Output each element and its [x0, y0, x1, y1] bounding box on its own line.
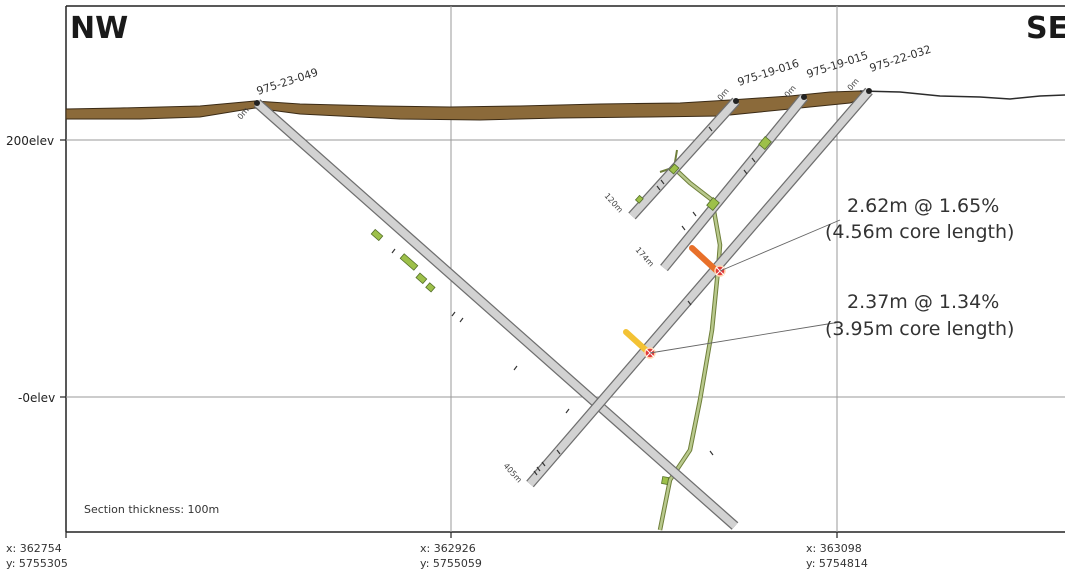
- collar-marker: [801, 94, 807, 100]
- end-label-975-19-015: 174m: [634, 245, 656, 268]
- intercept-1-core-length: (4.56m core length): [825, 221, 1014, 243]
- intercept-1-grade: 2.62m @ 1.65%: [847, 195, 999, 217]
- collar-marker: [733, 98, 739, 104]
- fault-trace: [657, 166, 723, 531]
- coord-y-3: y: 5754814: [806, 557, 868, 570]
- hole-id-975-22-032: 975-22-032: [868, 43, 933, 75]
- collar-marker: [866, 88, 872, 94]
- topography-line: [859, 90, 1065, 100]
- collar-label-975-22-032: 0m: [846, 76, 861, 92]
- intercept-2-core-length: (3.95m core length): [825, 318, 1014, 340]
- coord-x-2: x: 362926: [420, 542, 476, 555]
- drill-hole-975-19-015[interactable]: [660, 93, 808, 272]
- drill-hole-975-19-016[interactable]: [628, 97, 740, 220]
- intercept-2-grade: 2.37m @ 1.34%: [847, 291, 999, 313]
- hole-id-975-23-049: 975-23-049: [255, 66, 320, 98]
- se-direction-label: SE: [1026, 11, 1065, 46]
- nw-direction-label: NW: [70, 11, 128, 46]
- fault-trace-inner: [658, 167, 722, 531]
- intercept-callout-1: 2.62m @ 1.65% (4.56m core length): [825, 195, 1014, 243]
- axis-ticks: [60, 139, 838, 538]
- callout-leader-1: [719, 219, 841, 272]
- end-label-975-22-032: 405m: [502, 461, 524, 484]
- callout-leader-2: [649, 321, 841, 354]
- elevation-label-200: 200elev: [6, 134, 54, 148]
- drill-hole-975-23-049[interactable]: [253, 99, 739, 530]
- elevation-label-0: -0elev: [18, 391, 55, 405]
- drill-hole-975-22-032[interactable]: [526, 87, 873, 488]
- section-thickness-label: Section thickness: 100m: [84, 503, 219, 516]
- sample-ticks: [391, 126, 756, 476]
- mid-grade-bar: [623, 329, 651, 355]
- overburden-layer: [65, 90, 872, 121]
- end-label-975-19-016: 120m: [603, 191, 625, 214]
- frame: [65, 5, 1065, 533]
- coord-x-1: x: 362754: [6, 542, 62, 555]
- grid-lines: [66, 6, 1065, 532]
- mineralization-markers: [370, 136, 772, 485]
- coord-y-1: y: 5755305: [6, 557, 68, 570]
- coord-x-3: x: 363098: [806, 542, 862, 555]
- coord-y-2: y: 5755059: [420, 557, 482, 570]
- intercept-callout-2: 2.37m @ 1.34% (3.95m core length): [825, 291, 1014, 340]
- high-grade-bar: [689, 245, 721, 275]
- collar-marker: [254, 100, 260, 106]
